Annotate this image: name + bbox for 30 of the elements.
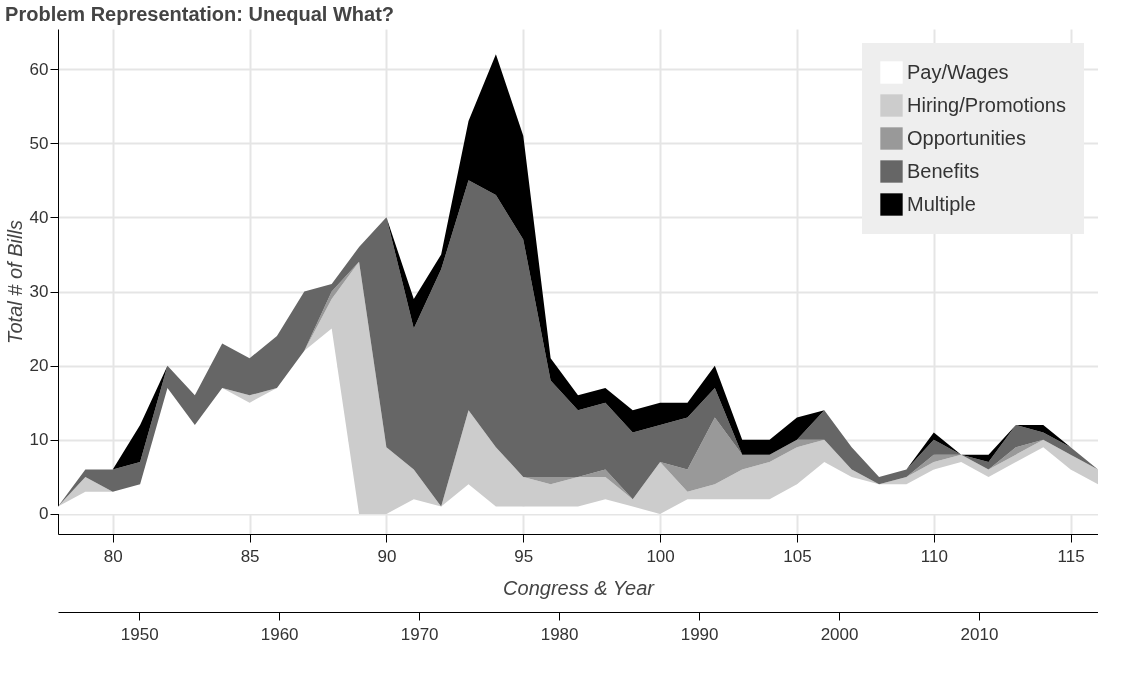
x-tick-label: 80 [103,546,123,566]
y-tick-label: 40 [29,207,49,227]
legend-label: Pay/Wages [907,60,1009,83]
x2-tick-label: 1960 [260,624,299,644]
x-tick-label: 110 [920,546,948,566]
x2-tick-label: 2010 [960,624,999,644]
y-tick-label: 30 [29,282,49,302]
x2-tick-label: 2000 [820,624,859,644]
y-tick-label: 50 [29,133,49,153]
legend-label: Hiring/Promotions [907,93,1066,116]
y-tick-label: 60 [29,59,49,79]
y-axis-title: Total # of Bills [3,220,26,344]
x2-tick-label: 1970 [400,624,439,644]
x-tick-label: 85 [240,546,260,566]
x-tick-label: 90 [377,546,397,566]
x-tick-label: 100 [646,546,675,566]
x-axis-title: Congress & Year [503,576,656,599]
y-tick-label: 0 [39,504,49,524]
x2-tick-label: 1990 [680,624,719,644]
legend-label: Benefits [907,159,980,182]
x-tick-label: 105 [783,546,812,566]
y-tick-label: 10 [29,430,49,450]
y-tick-label: 20 [29,356,49,376]
x-tick-label: 115 [1057,546,1085,566]
x-tick-label: 95 [514,546,534,566]
x2-tick-label: 1980 [540,624,579,644]
legend-label: Multiple [907,192,976,215]
legend-label: Opportunities [907,126,1026,149]
x2-tick-label: 1950 [120,624,159,644]
chart-title: Problem Representation: Unequal What? [5,3,395,25]
